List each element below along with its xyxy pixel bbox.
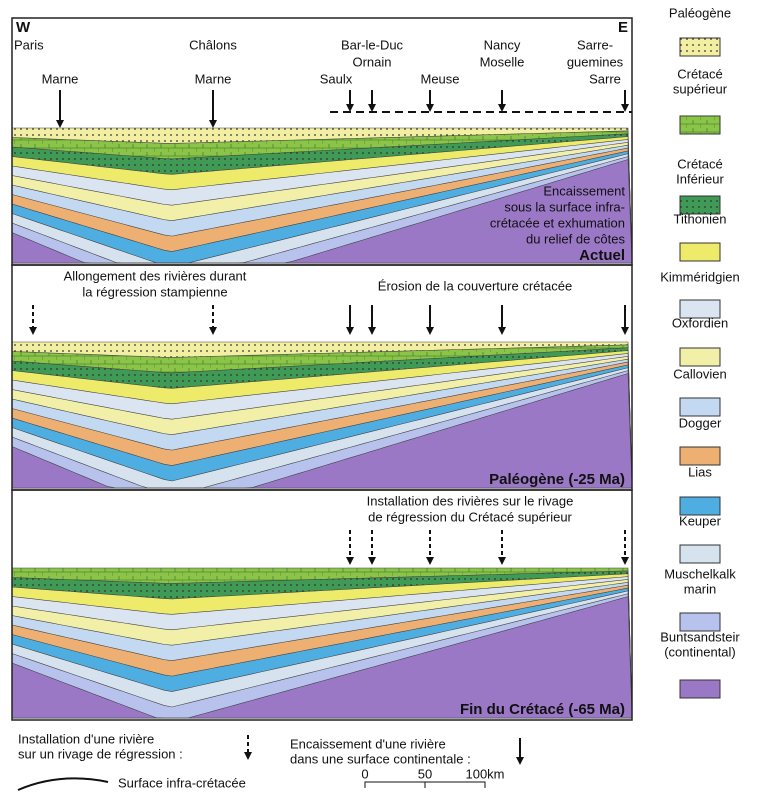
key-text: Encaissement d'une rivière [290, 736, 446, 751]
arrow-head [368, 104, 376, 112]
place: Nancy [484, 37, 521, 52]
legend-label: (continental) [664, 644, 736, 659]
arrow-head [368, 557, 376, 565]
arrow-head [498, 557, 506, 565]
place: Moselle [480, 54, 525, 69]
place: Sarre [589, 71, 621, 86]
legend-pattern [680, 196, 720, 214]
river: Marne [195, 71, 232, 86]
arrow-head [346, 327, 354, 335]
legend-swatch [679, 397, 721, 417]
note: Allongement des rivières durant [64, 268, 247, 283]
river: Marne [42, 71, 79, 86]
place: Ornain [352, 54, 391, 69]
arrow-head [426, 557, 434, 565]
note: de régression du Crétacé supérieur [368, 509, 572, 524]
arrow-head [56, 120, 64, 128]
legend-swatch [679, 446, 721, 466]
legend-label: Dogger [679, 415, 722, 430]
place: guemines [567, 54, 624, 69]
arrow-head [621, 104, 629, 112]
arrow-head [29, 327, 37, 335]
legend-label: Callovien [673, 366, 726, 381]
rock-layer [11, 373, 633, 489]
arrow-head [209, 120, 217, 128]
arrow-head [368, 327, 376, 335]
legend-swatch [679, 679, 721, 699]
arrow-head [346, 557, 354, 565]
arrow-head [426, 327, 434, 335]
legend-label: Paléogène [669, 5, 731, 20]
legend-swatch [679, 242, 721, 262]
corner: W [16, 19, 31, 36]
legend-label: marin [684, 581, 717, 596]
place: Paris [14, 37, 44, 52]
legend-label: Crétacé [677, 156, 723, 171]
key-text: dans une surface continentale : [290, 751, 471, 766]
legend-swatch [679, 496, 721, 516]
panel-title: Paléogène (-25 Ma) [489, 471, 625, 488]
legend-label: Kimméridgien [660, 269, 739, 284]
legend-label: Muschelkalk [664, 566, 736, 581]
scale-label: 100km [465, 766, 504, 781]
scale-label: 50 [418, 766, 432, 781]
legend-label: supérieur [673, 81, 728, 96]
note: sous la surface infra- [504, 199, 625, 214]
key-text: Surface infra-crétacée [118, 775, 246, 790]
legend-label: Lias [688, 464, 712, 479]
arrow-head [621, 557, 629, 565]
arrow-head [244, 752, 252, 760]
scale-bar [364, 781, 486, 788]
arrow-head [209, 327, 217, 335]
arrow-head [498, 104, 506, 112]
place: Bar-le-Duc [341, 37, 404, 52]
key-text: Installation d'une rivière [18, 731, 154, 746]
scale-label: 0 [361, 766, 368, 781]
legend-label: Inférieur [676, 171, 724, 186]
note: Érosion de la couverture crétacée [378, 278, 572, 293]
legend-label: Buntsandsteir [660, 629, 740, 644]
legend-label: Tithonien [674, 211, 727, 226]
arrow-head [346, 104, 354, 112]
legend-label: Crétacé [677, 66, 723, 81]
legend-pattern [680, 116, 720, 134]
rock-layer [11, 159, 633, 264]
river: Saulx [320, 71, 353, 86]
arrow-head [498, 327, 506, 335]
legend-label: Oxfordien [672, 315, 728, 330]
panel-title: Fin du Crétacé (-65 Ma) [460, 701, 625, 718]
panel-title: Actuel [579, 247, 625, 264]
panel-frame [11, 489, 633, 721]
place: Sarre- [577, 37, 613, 52]
corner: E [618, 19, 628, 36]
arrow-head [426, 104, 434, 112]
rock-layer [11, 596, 633, 719]
legend-swatch [679, 544, 721, 564]
note: crétacée et exhumation [490, 215, 625, 230]
key-text: sur un rivage de régression : [18, 746, 183, 761]
legend-label: Keuper [679, 513, 722, 528]
river: Meuse [420, 71, 459, 86]
note: la régression stampienne [82, 284, 227, 299]
legend-swatch [679, 347, 721, 367]
arrow-head [621, 327, 629, 335]
legend-pattern [680, 38, 720, 56]
note: Installation des rivières sur le rivage [367, 493, 574, 508]
arrow-head [516, 757, 524, 765]
legend-swatch [679, 299, 721, 319]
key-line [17, 777, 109, 791]
place: Châlons [189, 37, 237, 52]
note: du relief de côtes [526, 231, 626, 246]
legend-swatch [679, 612, 721, 632]
note: Encaissement [543, 183, 625, 198]
